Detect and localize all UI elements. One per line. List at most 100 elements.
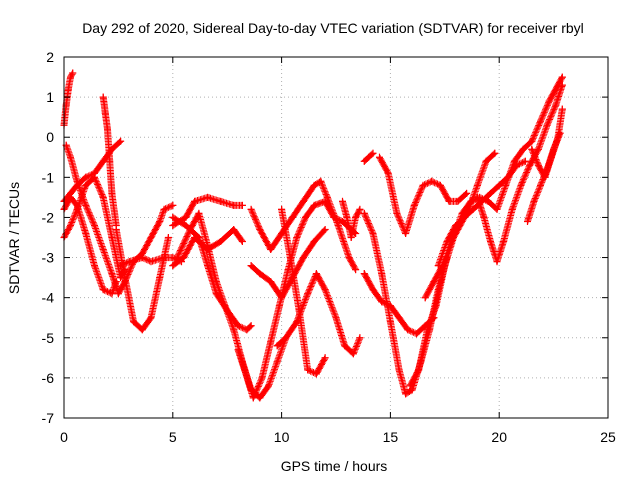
data-point <box>91 222 98 229</box>
data-point <box>343 213 351 221</box>
data-series <box>169 226 246 270</box>
data-point <box>321 286 329 294</box>
data-point <box>82 201 90 209</box>
data-point <box>360 157 368 165</box>
data-point <box>275 302 283 310</box>
data-point <box>482 157 490 165</box>
data-point <box>493 258 501 266</box>
data-point <box>345 254 353 262</box>
data-point <box>524 218 531 225</box>
data-point <box>408 386 416 394</box>
data-point <box>454 197 462 205</box>
ticks-layer: 0 5 10 15 20 25 -7 -6 -5 -4 -3 -2 -1 0 1 2 <box>42 49 616 445</box>
data-point <box>369 149 377 157</box>
data-point <box>130 318 138 326</box>
data-series <box>360 149 377 165</box>
data-point <box>91 173 98 181</box>
data-series <box>234 197 360 402</box>
data-point <box>243 326 251 334</box>
data-point <box>528 145 536 153</box>
data-point <box>156 218 164 225</box>
chart-title: Day 292 of 2020, Sidereal Day-to-day VTE… <box>82 20 584 36</box>
data-point <box>293 234 301 241</box>
data-series <box>528 105 566 181</box>
y-tick-label: 0 <box>46 129 54 145</box>
data-point <box>545 97 553 105</box>
data-point <box>528 137 536 145</box>
data-point <box>82 173 90 181</box>
data-point <box>160 205 168 213</box>
data-point <box>247 262 255 270</box>
data-point <box>289 213 296 221</box>
data-point <box>182 213 190 221</box>
data-point <box>121 274 129 282</box>
data-point <box>323 193 331 201</box>
data-point <box>67 153 74 161</box>
data-point <box>495 181 503 189</box>
data-point <box>238 238 246 245</box>
data-point <box>282 334 290 342</box>
data-point <box>334 222 342 229</box>
x-axis-label: GPS time / hours <box>281 458 388 474</box>
data-point <box>108 290 116 298</box>
data-point <box>247 322 255 330</box>
data-point <box>101 109 109 117</box>
data-point <box>147 234 155 241</box>
data-point <box>484 197 492 205</box>
y-tick-label: 2 <box>46 49 54 65</box>
data-point <box>73 201 81 209</box>
data-point <box>256 270 264 278</box>
data-point <box>234 322 242 330</box>
data-point <box>204 246 212 253</box>
data-point <box>212 278 220 286</box>
data-point <box>491 149 499 157</box>
data-point <box>312 370 320 378</box>
data-series <box>376 153 471 237</box>
data-point <box>310 201 318 209</box>
y-tick-label: -5 <box>42 330 55 346</box>
data-point <box>180 254 188 262</box>
data-point <box>445 197 453 205</box>
data-point <box>393 209 401 217</box>
data-series <box>60 69 77 129</box>
series-plus-markers <box>169 213 255 334</box>
y-tick-label: -4 <box>42 290 55 306</box>
data-point <box>321 226 329 233</box>
series-plus-markers <box>60 69 77 129</box>
data-point <box>480 213 488 221</box>
y-tick-label: -3 <box>42 250 55 266</box>
y-tick-label: -6 <box>42 370 55 386</box>
data-point <box>402 230 410 237</box>
data-point <box>108 189 116 197</box>
series-plus-markers <box>360 270 438 338</box>
data-point <box>534 161 542 169</box>
data-point <box>436 181 444 189</box>
data-point <box>534 145 542 153</box>
y-axis-label: SDTVAR / TECUs <box>6 182 22 294</box>
data-point <box>230 226 238 233</box>
data-point <box>460 213 468 221</box>
data-point <box>267 246 275 253</box>
data-series <box>273 270 364 358</box>
data-point <box>99 193 107 201</box>
data-point <box>419 181 427 189</box>
data-point <box>99 246 107 253</box>
data-point <box>191 234 199 241</box>
data-point <box>493 205 501 213</box>
series-plus-markers <box>473 81 566 266</box>
data-series <box>434 157 529 270</box>
data-point <box>510 157 518 165</box>
data-point <box>286 254 294 262</box>
data-point <box>473 193 481 201</box>
data-point <box>265 382 272 390</box>
data-point <box>267 278 275 286</box>
data-point <box>517 181 525 189</box>
data-point <box>554 81 562 89</box>
data-point <box>138 254 146 262</box>
data-point <box>530 197 538 205</box>
data-point <box>508 205 516 213</box>
data-point <box>191 197 199 205</box>
marks-layer <box>60 69 566 402</box>
x-tick-label: 15 <box>383 429 399 445</box>
